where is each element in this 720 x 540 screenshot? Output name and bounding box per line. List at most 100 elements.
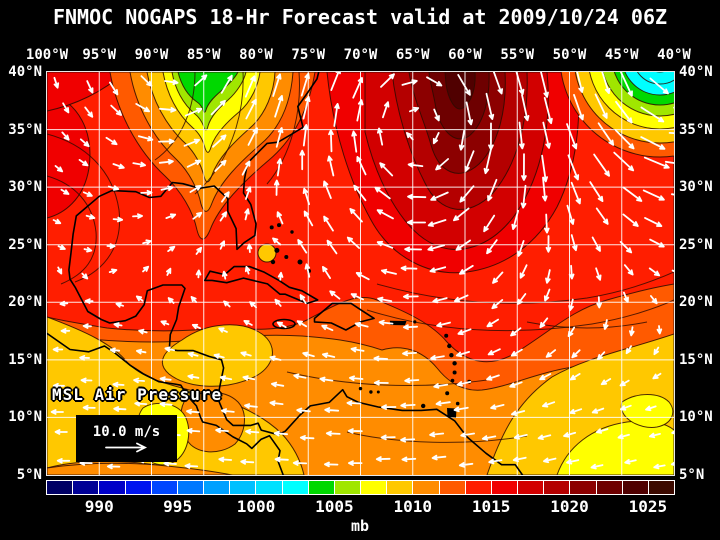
wind-arrow [138,135,154,142]
wind-arrow [491,299,504,310]
wind-arrow [274,298,282,307]
wind-arrow [277,271,284,281]
wind-arrow [426,76,443,87]
wind-arrow [431,454,447,461]
wind-arrow [297,239,308,254]
wind-arrow [274,456,289,463]
lat-tick-label: 5°N [679,467,705,483]
lon-tick-label: 40°W [657,47,691,63]
wind-arrow [187,374,200,380]
wind-arrow [164,79,179,85]
wind-arrow [349,375,364,382]
wind-arrow [650,295,658,305]
wind-arrow [223,300,231,308]
wind-speed-value: 10.0 m/s [92,424,161,440]
wind-arrow [403,293,419,300]
wind-arrow [302,124,309,147]
wind-arrow [543,457,557,464]
wind-arrow [212,134,227,148]
wind-arrow [545,235,552,253]
wind-arrow [194,74,208,87]
wind-arrow [54,429,68,435]
wind-arrow [302,95,311,120]
wind-arrow [356,156,367,176]
wind-arrow [545,269,551,284]
wind-arrow [517,293,527,305]
wind-arrow [276,158,283,177]
colorbar-cell [308,481,334,494]
colorbar-cell [47,481,73,494]
lat-tick-label: 30°N [679,179,713,196]
wind-arrow [105,136,118,146]
wind-arrow [382,101,390,119]
wind-arrow [492,72,503,95]
wind-arrow [354,321,369,328]
wind-arrow [186,408,200,415]
islands [269,223,472,418]
wind-arrow [540,72,549,98]
wind-arrow [159,376,172,382]
wind-arrow [142,239,152,245]
lon-tick-label: 60°W [448,47,482,63]
colorbar-tick: 1015 [471,497,511,516]
wind-arrow [515,72,525,95]
wind-arrow [409,106,420,113]
wind-arrow [159,107,177,113]
wind-arrow [485,92,495,120]
wind-arrow [595,267,602,281]
wind-arrow [521,153,527,181]
wind-arrow [348,460,363,466]
wind-arrow [613,151,635,172]
wind-arrow [432,132,440,145]
wind-arrow [218,456,233,463]
wind-arrow [349,208,363,223]
wind-arrow [246,243,253,253]
wind-arrow [272,237,282,246]
wind-arrow [648,267,661,277]
wind-arrow [195,269,202,279]
wind-arrow [427,219,447,227]
wind-arrow [455,239,471,251]
wind-arrow [490,404,505,410]
wind-arrow [545,349,557,358]
wind-arrow [247,127,258,146]
wind-arrow [486,239,498,255]
wind-arrow [537,434,552,440]
wind-arrow [86,80,94,94]
wind-arrow [112,381,125,388]
wind-arrow [510,348,523,357]
wind-arrow [591,236,601,252]
wind-arrow [430,354,445,361]
wind-arrow [115,302,124,308]
wind-arrow [570,234,578,252]
wind-arrow [186,159,202,168]
lon-tick-label: 100°W [25,47,69,63]
wind-arrow [619,379,630,387]
wind-arrow [640,106,665,123]
colorbar-tick: 1025 [628,497,668,516]
wind-arrow [82,323,92,329]
wind-arrow [400,265,418,272]
wind-arrow [189,185,202,193]
wind-arrow [568,264,575,280]
wind-arrow [435,400,451,407]
wind-arrow [135,103,150,113]
contour-lines [47,72,674,443]
wind-arrow [481,435,497,441]
wind-arrow [52,218,62,225]
wind-arrow [644,217,663,227]
wind-arrow [333,103,340,127]
wind-arrow [517,240,525,257]
wind-arrow [432,297,448,304]
wind-arrow [649,238,665,248]
wind-arrow [539,373,552,381]
wind-arrow [221,191,230,203]
lat-tick-label: 35°N [8,121,42,138]
wind-arrow [374,186,391,200]
wind-arrow [326,239,338,255]
wind-arrow [273,179,280,196]
wind-arrow [192,211,203,220]
colorbar-cell [230,481,256,494]
lon-tick-label: 45°W [604,47,639,63]
wind-arrow [623,264,634,276]
